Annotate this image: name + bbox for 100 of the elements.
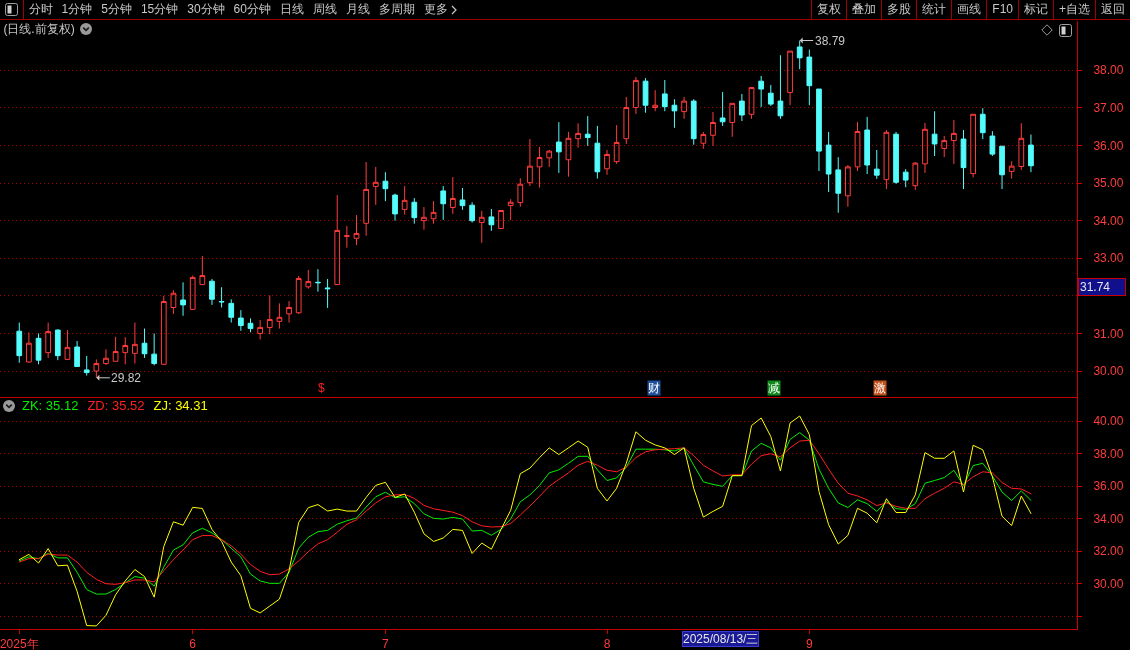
candlestick (324, 278, 331, 309)
candlestick (16, 322, 23, 364)
text: 标记 (1017, 0, 1053, 19)
y-tick-label: 37.00 (1093, 101, 1124, 116)
candlestick (218, 286, 225, 309)
candlestick (700, 131, 707, 150)
y-tick-label: 32.00 (1093, 544, 1124, 559)
x-tick-label: 8 (603, 637, 611, 650)
text: 31.74 (1080, 280, 1111, 294)
candlestick (690, 98, 697, 146)
y-tick-label: 34.00 (1093, 213, 1124, 228)
candlestick (796, 40, 803, 70)
candlestick (151, 332, 158, 366)
candlestick (931, 110, 938, 157)
candlestick (54, 328, 61, 361)
candlestick (199, 255, 206, 286)
text: ZK: 35.12 (22, 398, 79, 413)
text: ZD: 35.52 (87, 398, 145, 413)
candlestick (989, 130, 996, 157)
candlestick (719, 91, 726, 127)
text: 60分钟 (232, 1, 272, 18)
candlestick (912, 161, 919, 191)
candlestick (180, 281, 186, 317)
y-tick-label: 31.00 (1093, 326, 1124, 341)
candlestick (45, 322, 52, 359)
candlestick (64, 329, 71, 360)
candlestick (845, 164, 851, 208)
candlestick (315, 268, 321, 293)
candlestick (729, 102, 736, 138)
candlestick (74, 340, 80, 368)
candlestick (671, 98, 678, 129)
candlestick (835, 156, 842, 214)
candlestick (334, 194, 341, 286)
candlestick (546, 149, 553, 168)
text: 5分钟 (100, 1, 133, 18)
candlestick (411, 197, 418, 225)
candlestick (941, 135, 948, 158)
candlestick (767, 84, 774, 107)
annotation: $ (318, 381, 325, 395)
candlestick (83, 355, 90, 377)
x-tick-label: 6 (189, 637, 197, 650)
candlestick (401, 185, 408, 216)
candlestick (430, 200, 437, 225)
y-tick-label: 38.00 (1093, 63, 1124, 78)
candlestick (825, 131, 832, 193)
y-tick-label: 35.00 (1093, 176, 1124, 191)
candlestick (527, 138, 533, 187)
candlestick (642, 77, 649, 114)
candlestick (681, 96, 687, 120)
annotation: 38.79 (815, 34, 846, 48)
candlestick (488, 208, 495, 232)
candlestick (112, 336, 119, 362)
text: 多股 (881, 0, 917, 19)
candlestick (565, 131, 572, 178)
candlestick (469, 201, 475, 224)
candlestick (517, 177, 524, 208)
y-tick-label: 30.00 (1093, 576, 1124, 591)
candlestick (507, 198, 514, 221)
x-tick-label: 9 (806, 637, 813, 650)
text: 分时 (27, 1, 54, 18)
candlestick (594, 125, 601, 180)
candlestick (1018, 122, 1025, 171)
candlestick (883, 129, 890, 190)
y-tick-label: 40.00 (1093, 414, 1124, 429)
candlestick (257, 319, 264, 340)
candlestick (1008, 160, 1015, 180)
candlestick (459, 187, 466, 211)
candlestick (999, 145, 1005, 190)
candlestick (979, 107, 986, 140)
candlestick (276, 302, 283, 330)
x-tick-label: 2025年 (0, 637, 39, 650)
candlestick (1028, 134, 1034, 173)
annotation: 财 (648, 381, 660, 395)
candlestick (363, 161, 369, 237)
candlestick (449, 176, 456, 215)
text: 多周期 (377, 1, 416, 18)
candlestick (970, 113, 976, 178)
candlestick (951, 119, 957, 165)
candlestick (132, 322, 138, 365)
candlestick (228, 298, 235, 324)
y-tick-label: 36.00 (1093, 138, 1124, 153)
x-tick-label: 7 (382, 637, 390, 650)
candlestick (238, 309, 244, 332)
candlestick (35, 332, 42, 365)
candlestick (893, 131, 899, 185)
text: 30分钟 (186, 1, 226, 18)
candlestick (122, 336, 129, 365)
candlestick (382, 171, 389, 202)
text: 返回 (1095, 0, 1130, 19)
candlestick (633, 76, 639, 115)
candlestick (353, 214, 360, 246)
text: 叠加 (846, 0, 882, 19)
candlestick (536, 146, 543, 189)
candlestick (555, 121, 562, 174)
annotation: 减 (768, 381, 780, 395)
candlestick (816, 88, 822, 172)
candlestick (344, 225, 350, 249)
candlestick (748, 87, 755, 120)
candlestick (739, 93, 745, 122)
text: F10 (986, 0, 1018, 19)
